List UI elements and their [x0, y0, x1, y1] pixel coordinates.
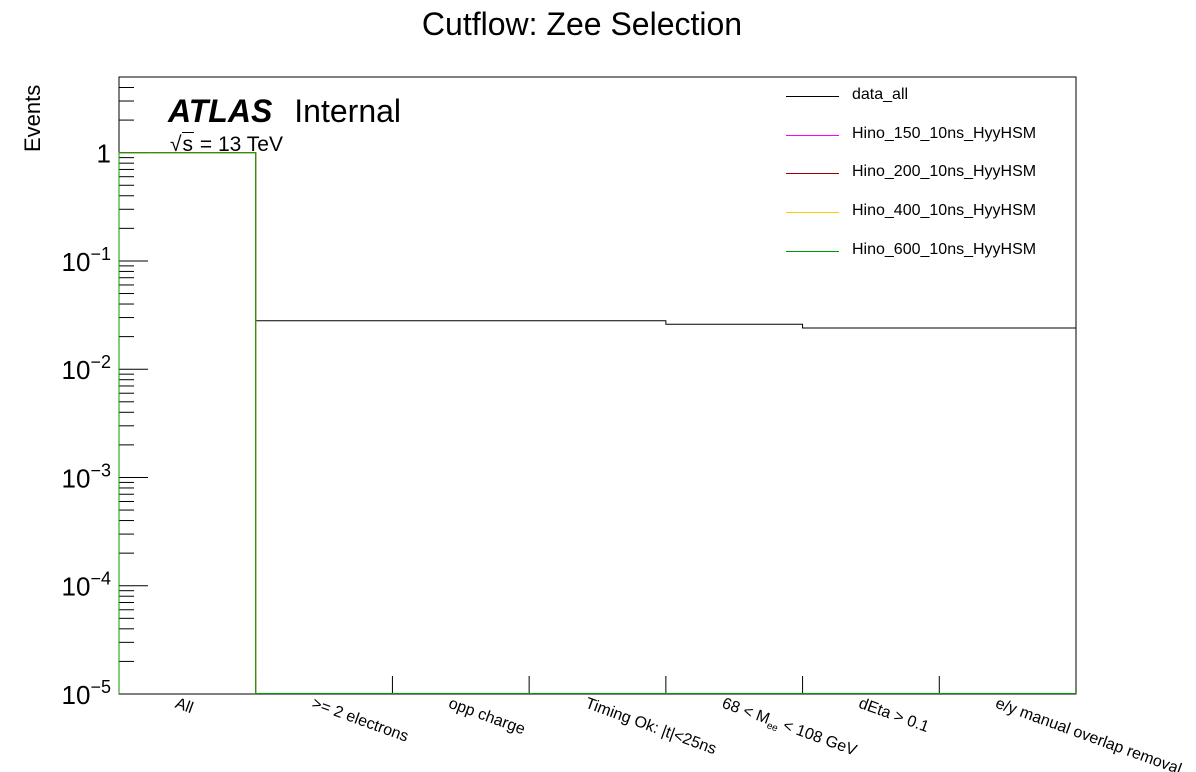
y-tick-label: 10−1: [62, 244, 111, 277]
legend-swatch: [786, 96, 839, 97]
legend-label: Hino_200_10ns_HyyHSM: [852, 163, 1037, 181]
y-axis-label: Events: [20, 84, 45, 152]
legend-swatch: [786, 134, 839, 136]
x-tick-label: >= 2 electrons: [310, 695, 411, 746]
series-group: [118, 152, 1076, 694]
energy-root: s: [181, 132, 195, 156]
series-line: [118, 152, 1076, 694]
legend-swatch: [786, 250, 839, 252]
legend-label: Hino_150_10ns_HyyHSM: [852, 124, 1037, 142]
y-tick-label: 10−3: [62, 460, 111, 493]
energy-value: = 13 TeV: [194, 133, 283, 156]
legend-label: data_all: [852, 86, 909, 103]
energy-label: √s = 13 TeV: [170, 132, 283, 157]
x-tick-labels: All >= 2 electrons opp charge Timing Ok: |t…: [173, 695, 1184, 772]
series-line: [118, 152, 1076, 694]
sqrt-symbol: √: [170, 133, 182, 156]
status-label: Internal: [294, 93, 402, 129]
x-axis-ticks: [255, 676, 940, 694]
x-tick-label: 68 < Mee < 108 GeV: [719, 695, 859, 762]
x-tick-label: Timing Ok: |t|<25ns: [583, 695, 718, 758]
x-tick-label: e/y manual overlap removal: [993, 695, 1184, 772]
legend-swatch: [786, 173, 839, 175]
series-line: [118, 152, 1076, 694]
experiment-name: ATLAS: [168, 93, 273, 129]
atlas-label: ATLAS Internal: [168, 93, 401, 130]
y-tick-label: 10−5: [62, 677, 111, 710]
y-axis-ticks: [119, 76, 148, 695]
legend-label: Hino_600_10ns_HyyHSM: [852, 240, 1037, 258]
series-line: [118, 152, 1076, 694]
x-tick-label: opp charge: [446, 695, 527, 738]
y-tick-label: 1: [97, 139, 111, 169]
x-tick-label: All: [173, 695, 196, 717]
x-tick-label: dEta > 0.1: [856, 695, 931, 736]
legend-swatch: [786, 212, 839, 214]
series-line: [118, 152, 1076, 694]
y-tick-label: 10−2: [62, 352, 111, 385]
legend-label: Hino_400_10ns_HyyHSM: [852, 202, 1037, 220]
chart-title: Cutflow: Zee Selection: [421, 6, 743, 42]
y-tick-labels: 1 10−1 10−2 10−3 10−4 10−5: [62, 139, 111, 710]
y-tick-label: 10−4: [62, 569, 111, 602]
